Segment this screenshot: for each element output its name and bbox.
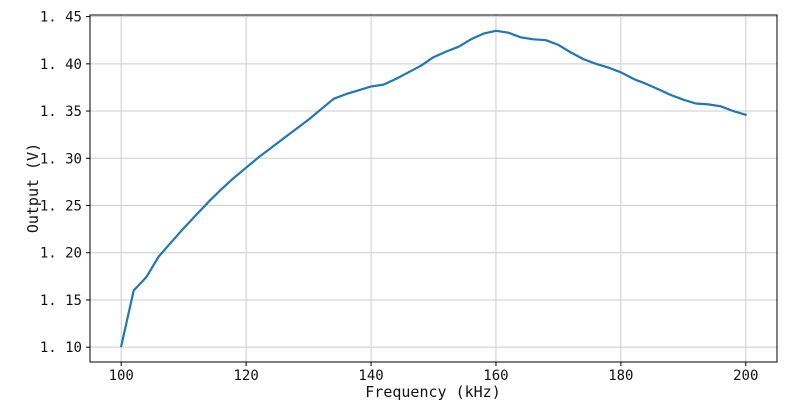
axis-ticks xyxy=(86,16,747,366)
y-tick-label: 1. 25 xyxy=(40,199,82,215)
x-tick-label: 140 xyxy=(358,368,383,384)
tick-labels: 100 120 140 160 180 200 1. 10 1. 15 1. 20 1. 25 1.… xyxy=(40,10,759,384)
y-tick-label: 1. 40 xyxy=(40,57,82,73)
x-axis-label: Frequency (kHz) xyxy=(365,383,500,401)
y-tick-label: 1. 15 xyxy=(40,293,82,309)
y-tick-label: 1. 20 xyxy=(40,246,82,262)
y-tick-label: 1. 30 xyxy=(40,151,82,167)
y-axis-label: Output (V) xyxy=(24,143,42,233)
data-line xyxy=(120,29,747,348)
x-tick-label: 180 xyxy=(608,368,633,384)
y-tick-label: 1. 35 xyxy=(40,104,82,120)
x-tick-label: 100 xyxy=(109,368,134,384)
plot-border xyxy=(89,14,778,363)
x-tick-label: 160 xyxy=(483,368,508,384)
grid-lines xyxy=(90,15,777,362)
x-tick-label: 120 xyxy=(233,368,258,384)
y-tick-label: 1. 10 xyxy=(40,340,82,356)
y-tick-label: 1. 45 xyxy=(40,10,82,26)
x-tick-label: 200 xyxy=(733,368,758,384)
